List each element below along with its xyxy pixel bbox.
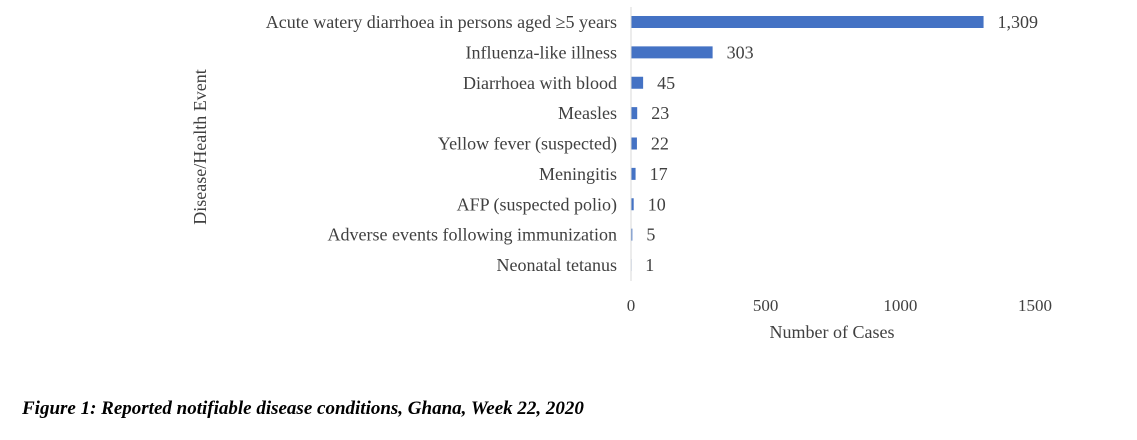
x-tick-label: 500 (753, 296, 779, 315)
value-label: 1,309 (998, 12, 1039, 32)
x-tick-label: 1000 (883, 296, 917, 315)
bar-chart: Acute watery diarrhoea in persons aged ≥… (190, 7, 1052, 342)
category-label: Adverse events following immunization (328, 225, 617, 245)
bar (631, 46, 713, 59)
bar (631, 137, 637, 150)
value-label: 10 (648, 194, 666, 214)
x-tick-labels: 0 500 1000 1500 (627, 296, 1052, 315)
y-axis-title: Disease/Health Event (190, 69, 210, 224)
category-label: Yellow fever (suspected) (438, 134, 617, 155)
value-label: 1 (645, 255, 654, 275)
figure-caption: Figure 1: Reported notifiable disease co… (22, 398, 584, 419)
bar (631, 167, 636, 180)
value-label: 23 (651, 103, 669, 123)
value-label: 5 (646, 225, 655, 245)
category-label: Diarrhoea with blood (463, 73, 617, 93)
bar (631, 198, 634, 211)
category-label: Influenza-like illness (466, 42, 617, 62)
category-label: AFP (suspected polio) (457, 194, 617, 215)
category-label: Measles (558, 103, 617, 123)
bar (631, 16, 984, 28)
bar (631, 76, 644, 89)
category-label: Neonatal tetanus (497, 255, 617, 275)
bar (631, 107, 638, 120)
x-tick-label: 1500 (1018, 296, 1052, 315)
value-label: 17 (650, 164, 668, 184)
category-label: Acute watery diarrhoea in persons aged ≥… (266, 12, 617, 32)
value-labels: 1,309 303 45 23 22 17 10 5 1 (645, 12, 1038, 275)
x-tick-label: 0 (627, 296, 636, 315)
bar (631, 228, 633, 241)
x-axis-title: Number of Cases (770, 322, 895, 342)
category-label: Meningitis (539, 164, 617, 184)
category-labels: Acute watery diarrhoea in persons aged ≥… (266, 12, 617, 275)
value-label: 45 (657, 73, 675, 93)
value-label: 22 (651, 134, 669, 154)
bars (631, 16, 984, 271)
value-label: 303 (727, 42, 754, 62)
